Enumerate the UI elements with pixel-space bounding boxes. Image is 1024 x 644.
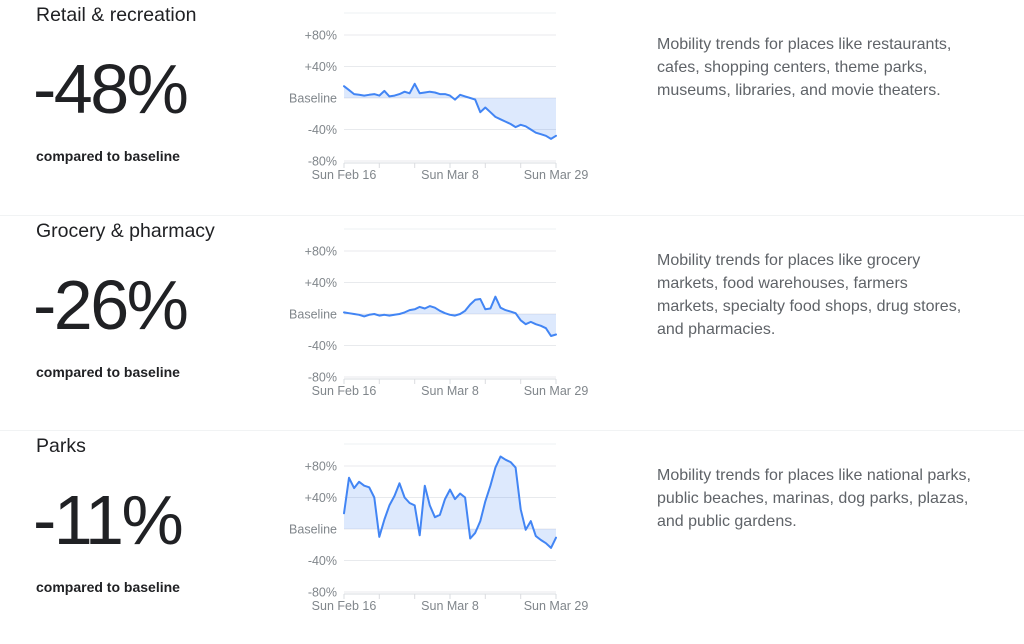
svg-text:Baseline: Baseline [289, 523, 337, 537]
stat-caption: compared to baseline [36, 148, 180, 164]
svg-text:Baseline: Baseline [289, 308, 337, 322]
svg-text:+40%: +40% [305, 60, 337, 74]
stat-value: -11% [33, 481, 184, 559]
retail-trend-chart: +80% +40% Baseline -40% -80%Sun Feb 16 Sun Ma… [289, 12, 589, 182]
section-description: Mobility trends for places like grocery … [657, 252, 962, 338]
section-title: Grocery & pharmacy [36, 220, 215, 242]
svg-text:-80%: -80% [308, 586, 337, 600]
svg-text:+80%: +80% [305, 245, 337, 259]
section-parks: Parks -11% compared to baseline +80% +40%… [0, 430, 1024, 644]
stat-value: -26% [33, 266, 189, 344]
section-retail-recreation: Retail & recreation -48% compared to bas… [0, 0, 1024, 215]
svg-text:-40%: -40% [308, 554, 337, 568]
svg-text:Sun Feb 16: Sun Feb 16 [312, 599, 377, 613]
svg-text:Sun Mar 8: Sun Mar 8 [421, 384, 479, 398]
svg-text:Sun Mar 8: Sun Mar 8 [421, 168, 479, 182]
svg-text:+40%: +40% [305, 491, 337, 505]
svg-text:+40%: +40% [305, 276, 337, 290]
stat-caption: compared to baseline [36, 364, 180, 380]
svg-text:Sun Mar 29: Sun Mar 29 [524, 599, 589, 613]
stat-value: -48% [33, 50, 189, 128]
svg-text:Sun Feb 16: Sun Feb 16 [312, 384, 377, 398]
svg-text:Sun Mar 29: Sun Mar 29 [524, 168, 589, 182]
svg-text:Sun Feb 16: Sun Feb 16 [312, 168, 377, 182]
svg-text:-80%: -80% [308, 155, 337, 169]
svg-text:-40%: -40% [308, 123, 337, 137]
svg-text:+80%: +80% [305, 29, 337, 43]
parks-trend-chart: +80% +40% Baseline -40% -80%Sun Feb 16 Sun Ma… [289, 443, 589, 613]
svg-text:Sun Mar 29: Sun Mar 29 [524, 384, 589, 398]
svg-text:-40%: -40% [308, 339, 337, 353]
svg-text:-80%: -80% [308, 371, 337, 385]
svg-text:Sun Mar 8: Sun Mar 8 [421, 599, 479, 613]
stat-caption: compared to baseline [36, 579, 180, 595]
section-title: Parks [36, 435, 86, 457]
svg-text:Baseline: Baseline [289, 92, 337, 106]
section-description: Mobility trends for places like national… [657, 467, 971, 530]
svg-text:+80%: +80% [305, 460, 337, 474]
section-title: Retail & recreation [36, 4, 197, 26]
section-description: Mobility trends for places like restaura… [657, 36, 952, 99]
grocery-trend-chart: +80% +40% Baseline -40% -80%Sun Feb 16 Sun Ma… [289, 228, 589, 398]
section-grocery-pharmacy: Grocery & pharmacy -26% compared to base… [0, 215, 1024, 430]
